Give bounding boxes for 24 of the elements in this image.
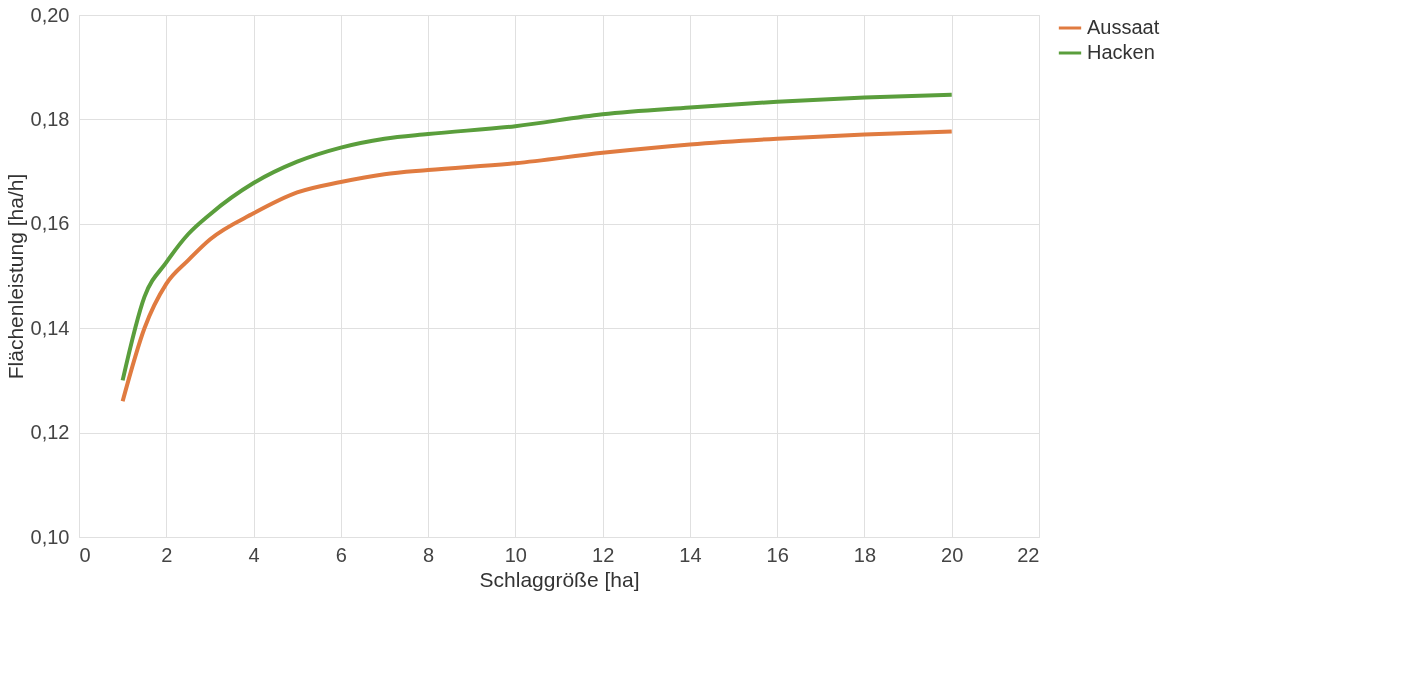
line-series xyxy=(120,129,954,404)
y-tick-label: 0,18 xyxy=(30,107,70,130)
x-tick-label: 0 xyxy=(79,543,91,566)
x-tick-label: 12 xyxy=(592,543,615,566)
x-tick-label: 4 xyxy=(248,543,260,566)
y-tick-label: 0,20 xyxy=(30,3,70,26)
legend-label: Aussaat xyxy=(1087,16,1160,38)
x-tick-label: 10 xyxy=(504,543,527,566)
x-tick-label: 16 xyxy=(766,543,789,566)
x-tick-label: 6 xyxy=(335,543,347,566)
x-tick-label: 22 xyxy=(1017,543,1040,566)
x-axis-title: Schlaggröße [ha] xyxy=(479,567,640,591)
y-axis-title: Flächenleistung [ha/h] xyxy=(3,173,27,380)
x-tick-label: 2 xyxy=(161,543,173,566)
legend-label: Hacken xyxy=(1087,41,1155,63)
x-tick-label: 18 xyxy=(853,543,877,566)
y-tick-label: 0,14 xyxy=(30,316,70,339)
x-tick-label: 14 xyxy=(679,543,702,566)
x-tick-label: 20 xyxy=(941,543,964,566)
y-tick-label: 0,12 xyxy=(30,421,70,444)
line-series xyxy=(120,92,954,383)
y-tick-label: 0,16 xyxy=(30,212,70,235)
x-tick-label: 8 xyxy=(423,543,435,566)
y-tick-label: 0,10 xyxy=(30,525,70,548)
